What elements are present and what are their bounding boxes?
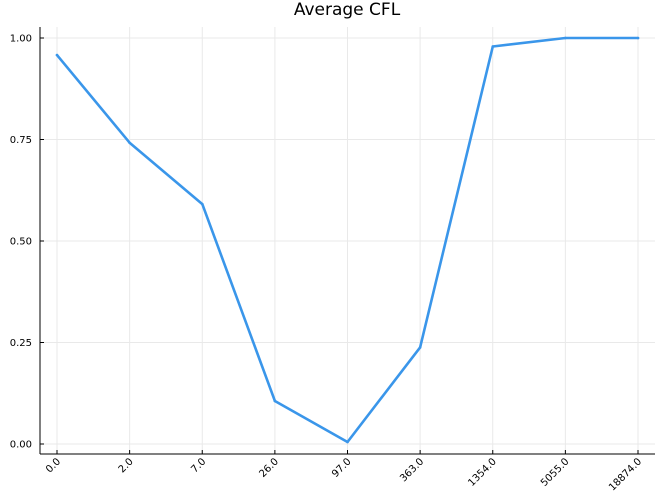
data-point	[346, 440, 349, 444]
x-tick-label: 0.0	[44, 456, 63, 475]
x-tick-label: 363.0	[398, 456, 426, 484]
axes	[39, 27, 655, 455]
x-tick-label: 18874.0	[607, 456, 644, 493]
x-tick-label: 5055.0	[539, 456, 572, 489]
x-tick-label: 97.0	[330, 456, 354, 480]
data-point	[636, 36, 640, 40]
y-tick-label: 0.25	[10, 338, 32, 349]
y-tick-label: 1.00	[10, 34, 32, 45]
y-tick-label: 0.50	[10, 237, 32, 248]
chart-title: Average CFL	[294, 0, 401, 20]
y-tick-label: 0.75	[10, 135, 32, 146]
x-tick-label: 1354.0	[466, 456, 499, 489]
data-point	[273, 399, 277, 403]
x-tick-label: 7.0	[189, 456, 208, 475]
data-point	[128, 141, 131, 145]
data-point	[491, 45, 495, 48]
data-point	[200, 202, 204, 206]
tick-labels: 0.00 0.25 0.50 0.75 1.00 0.0 2.0 7.0 26.0 97.0 363…	[10, 34, 644, 494]
x-tick-label: 26.0	[257, 456, 281, 480]
grid	[40, 27, 655, 454]
series-layer	[55, 36, 640, 444]
data-point	[55, 53, 59, 57]
y-tick-label: 0.00	[10, 440, 32, 451]
data-point	[564, 36, 567, 40]
data-point	[418, 346, 422, 349]
x-tick-label: 2.0	[117, 456, 136, 475]
